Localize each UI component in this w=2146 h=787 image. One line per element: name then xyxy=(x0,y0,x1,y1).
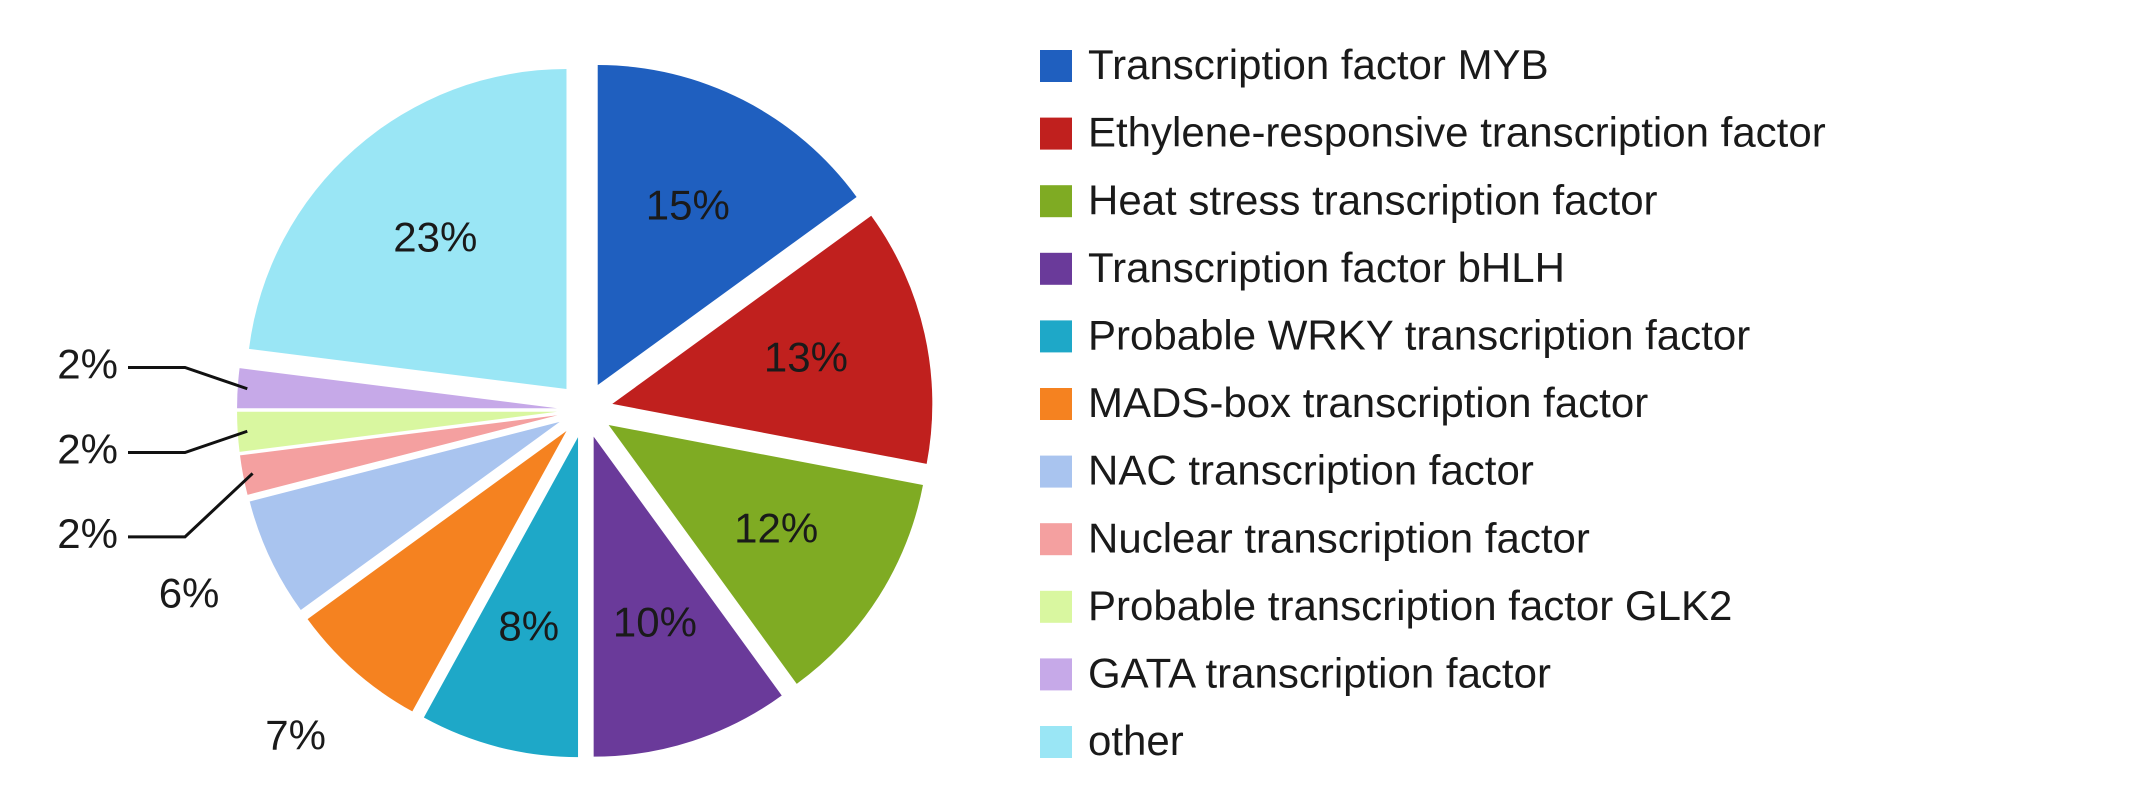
legend-label: Transcription factor MYB xyxy=(1088,41,1549,88)
legend-label: Nuclear transcription factor xyxy=(1088,514,1590,561)
data-label: 2% xyxy=(57,510,118,557)
legend-swatch xyxy=(1040,252,1072,285)
pie-slice xyxy=(240,415,558,495)
legend-label: Probable transcription factor GLK2 xyxy=(1088,582,1732,629)
legend-label: Heat stress transcription factor xyxy=(1088,176,1658,223)
data-label: 8% xyxy=(498,602,559,649)
pie-slice xyxy=(612,215,933,464)
legend-swatch xyxy=(1040,658,1072,691)
leader-line xyxy=(128,366,248,391)
legend-label: Transcription factor bHLH xyxy=(1088,244,1565,291)
data-label: 15% xyxy=(646,181,730,228)
legend-label: Ethylene-responsive transcription factor xyxy=(1088,109,1826,156)
leader-line xyxy=(128,472,254,539)
legend-swatch xyxy=(1040,523,1072,556)
legend-label: other xyxy=(1088,717,1184,764)
legend-swatch xyxy=(1040,320,1072,353)
leader-line xyxy=(128,429,248,454)
legend-swatch xyxy=(1040,455,1072,488)
legend-swatch xyxy=(1040,388,1072,420)
legend-swatch xyxy=(1040,185,1072,218)
pie-slice xyxy=(249,421,560,611)
legend-swatch xyxy=(1040,117,1072,150)
pie-slice xyxy=(423,437,579,758)
pie-slice xyxy=(237,368,558,409)
legend-swatch xyxy=(1040,50,1072,82)
data-label: 10% xyxy=(613,598,697,645)
legend-label: NAC transcription factor xyxy=(1088,447,1534,494)
legend-swatch xyxy=(1040,726,1072,758)
pie-slice xyxy=(237,411,558,452)
data-label: 2% xyxy=(57,426,118,473)
data-label: 2% xyxy=(57,341,118,388)
pie-slice xyxy=(593,436,782,757)
pie-slice xyxy=(307,431,567,712)
legend-label: GATA transcription factor xyxy=(1088,649,1551,696)
legend-swatch xyxy=(1040,590,1072,623)
data-label: 12% xyxy=(734,504,818,551)
data-label: 7% xyxy=(265,711,326,758)
pie-slice xyxy=(597,65,857,386)
pie-slice xyxy=(249,68,567,389)
pie-slice xyxy=(608,425,923,684)
data-label: 23% xyxy=(393,213,477,260)
legend-label: Probable WRKY transcription factor xyxy=(1088,311,1750,358)
legend-label: MADS-box transcription factor xyxy=(1088,379,1648,426)
data-label: 13% xyxy=(764,334,848,381)
data-label: 6% xyxy=(159,569,220,616)
